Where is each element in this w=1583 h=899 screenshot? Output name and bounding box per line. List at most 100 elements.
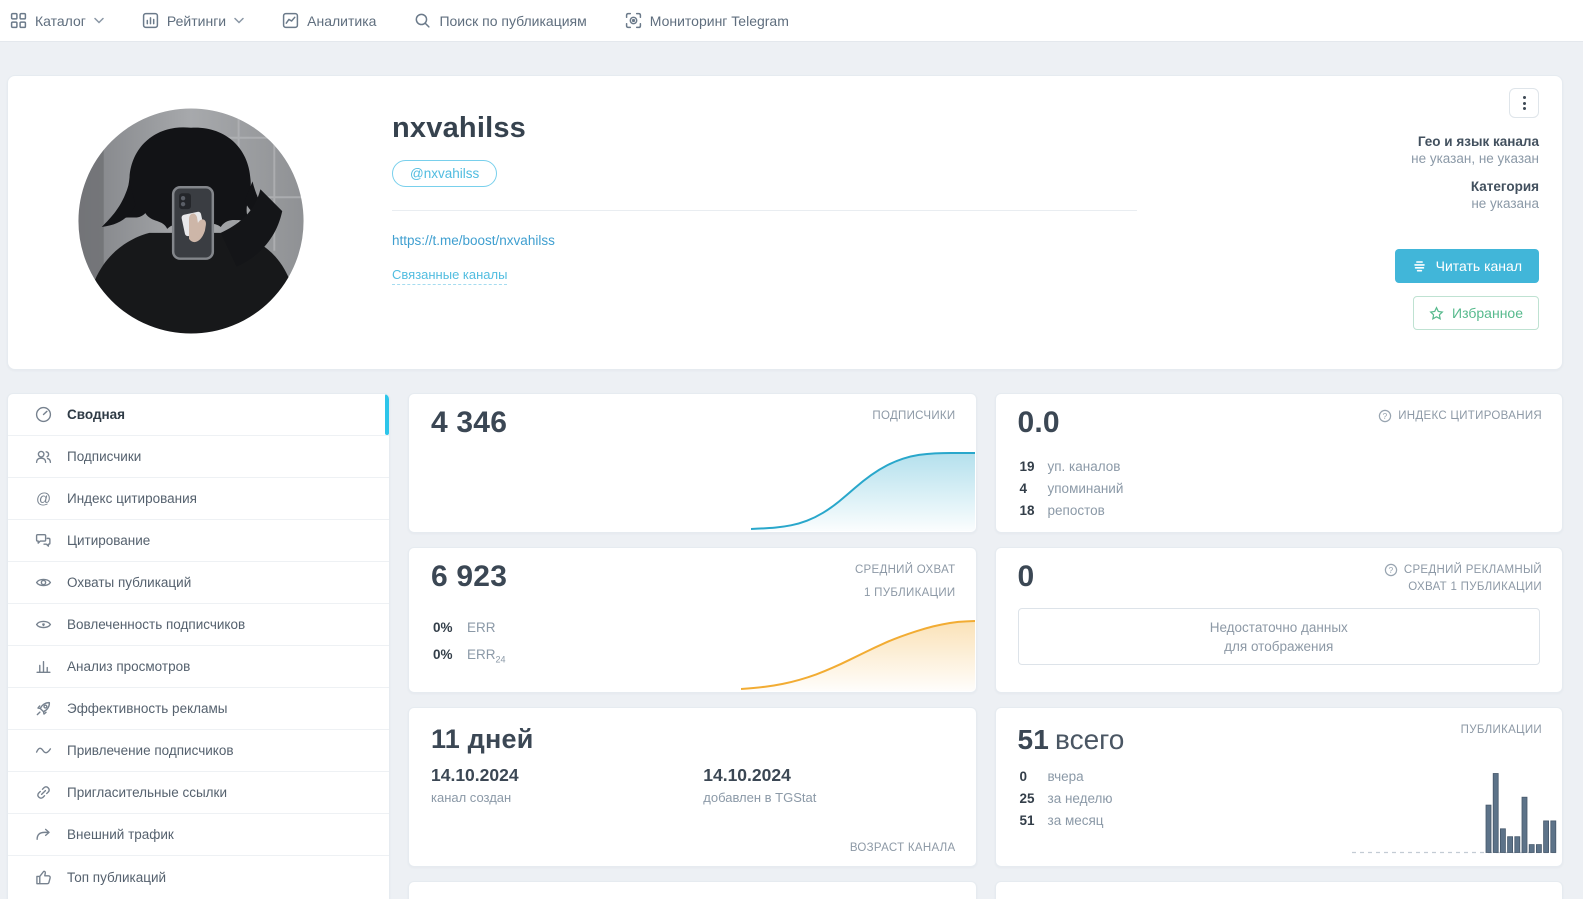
avg-reach-card: 6 923 СРЕДНИЙ ОХВАТ 1 ПУБЛИКАЦИИ 0% ERR 0… <box>408 547 977 693</box>
subscribers-area-chart <box>750 452 975 531</box>
boost-link[interactable]: https://t.me/boost/nxvahilss <box>392 233 555 248</box>
gauge-icon <box>35 406 52 423</box>
subscribers-card-label: ПОДПИСЧИКИ <box>872 410 956 422</box>
nav-item-post-search[interactable]: Поиск по публикациям <box>414 12 587 29</box>
sidebar-item-label: Индекс цитирования <box>67 491 197 506</box>
help-icon[interactable]: ? <box>1384 563 1398 577</box>
sidebar-item-subscriber-acquisition[interactable]: Привлечение подписчиков <box>8 730 389 772</box>
link-icon <box>37 786 50 799</box>
sidebar-item-label: Вовлеченность подписчиков <box>67 617 246 632</box>
nav-item-telegram-monitoring[interactable]: Мониторинг Telegram <box>625 12 789 29</box>
channel-age-card: 11 дней 14.10.2024 канал создан 14.10.20… <box>408 707 977 867</box>
sidebar-item-label: Привлечение подписчиков <box>67 743 234 758</box>
adv-reach-card: 0 ? СРЕДНИЙ РЕКЛАМНЫЙ ОХВАТ 1 ПУБЛИКАЦИИ… <box>994 547 1563 693</box>
publications-total-suffix: всего <box>1055 724 1125 755</box>
no-data-placeholder: Недостаточно данных для отображения <box>1017 608 1540 665</box>
sidebar-item-label: Охваты публикаций <box>67 575 192 590</box>
sidebar-item-external-traffic[interactable]: Внешний трафик <box>8 814 389 856</box>
help-icon[interactable]: ? <box>1378 409 1392 423</box>
citation-index-value: 0.0 <box>1017 406 1060 439</box>
related-channels-link[interactable]: Связанные каналы <box>392 267 508 285</box>
nav-item-ratings[interactable]: Рейтинги <box>142 12 244 29</box>
sidebar-item-citation[interactable]: Цитирование <box>8 520 389 562</box>
svg-text:?: ? <box>1383 411 1388 421</box>
star-icon <box>1429 305 1444 320</box>
subscribers-count: 4 346 <box>431 406 508 439</box>
sidebar-item-label: Анализ просмотров <box>67 659 191 674</box>
sidebar-item-label: Подписчики <box>67 449 142 464</box>
thumbs-up-icon <box>36 870 51 884</box>
created-date: 14.10.2024 <box>431 765 519 785</box>
channel-age-value: 11 дней <box>431 724 534 754</box>
nav-item-label: Аналитика <box>307 12 377 29</box>
sidebar-item-label: Топ публикаций <box>67 869 167 885</box>
nav-item-analytics[interactable]: Аналитика <box>282 12 376 29</box>
stat-row: 0 вчера <box>1019 769 1084 784</box>
stat-row: 18 репостов <box>1019 503 1105 518</box>
ratings-icon <box>142 12 159 29</box>
divider <box>392 210 1137 211</box>
telegram-stripes-icon <box>1413 260 1425 272</box>
channel-title: nxvahilss <box>392 112 526 144</box>
nav-item-label: Каталог <box>35 12 86 29</box>
sidebar-item-label: Внешний трафик <box>67 827 174 842</box>
citation-index-card: 0.0 ? ИНДЕКС ЦИТИРОВАНИЯ 19 уп. каналов 4… <box>994 393 1563 533</box>
sidebar-item-top-posts[interactable]: Топ публикаций <box>8 856 389 898</box>
stat-row: 25 за неделю <box>1019 791 1113 806</box>
adv-reach-card-label: СРЕДНИЙ РЕКЛАМНЫЙ ОХВАТ 1 ПУБЛИКАЦИИ <box>1403 564 1542 594</box>
stat-row: 19 уп. каналов <box>1019 459 1121 474</box>
bar-chart-icon <box>36 661 51 674</box>
stat-row: 0% ERR <box>433 620 496 635</box>
search-icon <box>416 13 431 28</box>
users-icon <box>35 450 52 464</box>
analytics-icon <box>282 12 299 29</box>
added-date: 14.10.2024 <box>703 765 791 785</box>
sidebar-item-ad-effectiveness[interactable]: Эффективность рекламы <box>8 688 389 730</box>
eye-heart-icon <box>35 620 52 629</box>
monitoring-icon <box>625 12 641 29</box>
favorite-label: Избранное <box>1452 305 1523 321</box>
sidebar-item-invite-links[interactable]: Пригласительные ссылки <box>8 772 389 814</box>
favorite-button[interactable]: Избранное <box>1413 296 1539 330</box>
eye-icon <box>35 578 52 587</box>
sidebar-item-label: Сводная <box>67 407 126 422</box>
created-date-label: канал создан <box>431 790 512 805</box>
read-channel-button[interactable]: Читать канал <box>1394 249 1539 283</box>
avg-reach-value: 6 923 <box>431 560 508 593</box>
sidebar-item-label: Пригласительные ссылки <box>67 785 228 800</box>
avg-reach-card-label-line2: 1 ПУБЛИКАЦИИ <box>863 587 956 600</box>
stat-row: 0% ERR24 <box>433 646 506 665</box>
category-value: не указана <box>1471 196 1539 211</box>
stat-row: 51 за месяц <box>1019 813 1104 828</box>
stat-row: 4 упоминаний <box>1019 481 1124 496</box>
rocket-icon <box>36 701 51 716</box>
geo-language-value: не указан, не указан <box>1411 151 1539 166</box>
nav-item-catalog[interactable]: Каталог <box>10 12 104 29</box>
channel-age-card-label: ВОЗРАСТ КАНАЛА <box>849 842 956 854</box>
chevron-down-icon <box>234 17 244 24</box>
sidebar-item-label: Цитирование <box>67 533 151 548</box>
trend-line-icon <box>35 747 52 754</box>
sidebar-item-views-analysis[interactable]: Анализ просмотров <box>8 646 389 688</box>
svg-text:?: ? <box>1388 565 1393 575</box>
top-nav: Каталог Рейтинги Аналитика Поиск по публ… <box>0 0 1583 42</box>
partial-card-left <box>408 881 977 899</box>
channel-header-card: nxvahilss @nxvahilss https://t.me/boost/… <box>7 75 1563 370</box>
sidebar-item-citation-index[interactable]: @ Индекс цитирования <box>8 478 389 520</box>
publications-card-label: ПУБЛИКАЦИИ <box>1460 724 1542 736</box>
added-date-label: добавлен в TGStat <box>703 790 817 805</box>
adv-reach-value: 0 <box>1017 560 1035 593</box>
svg-text:@: @ <box>36 491 51 507</box>
more-menu-button[interactable] <box>1509 88 1539 118</box>
sidebar-item-subscribers[interactable]: Подписчики <box>8 436 389 478</box>
channel-username-badge[interactable]: @nxvahilss <box>392 160 498 187</box>
grid-icon <box>10 12 27 29</box>
publications-total: 51 <box>1017 724 1050 755</box>
citation-index-card-label: ИНДЕКС ЦИТИРОВАНИЯ <box>1398 410 1542 422</box>
sidebar-item-engagement[interactable]: Вовлеченность подписчиков <box>8 604 389 646</box>
geo-language-label: Гео и язык канала <box>1417 134 1539 149</box>
sidebar-item-post-reach[interactable]: Охваты публикаций <box>8 562 389 604</box>
sidebar-item-summary[interactable]: Сводная <box>8 394 389 436</box>
channel-avatar <box>72 102 310 340</box>
chevron-down-icon <box>94 17 104 24</box>
